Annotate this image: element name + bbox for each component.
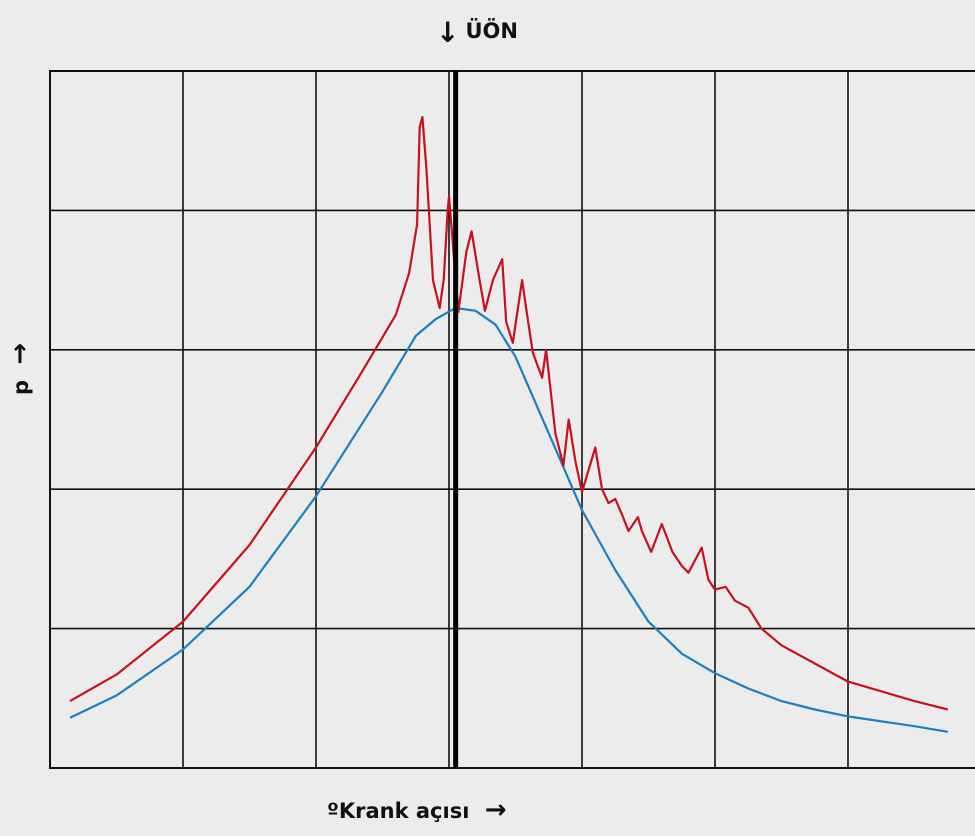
up-arrow-icon: →	[5, 343, 35, 365]
right-arrow-icon: →	[485, 795, 507, 825]
down-arrow-icon: ↓	[436, 16, 459, 49]
plot-area	[50, 71, 975, 768]
tdc-label: ↓ ÜÖN	[472, 12, 518, 45]
y-axis-label: p →	[5, 343, 35, 395]
x-axis-label: ºKrank açısı →	[327, 795, 507, 825]
